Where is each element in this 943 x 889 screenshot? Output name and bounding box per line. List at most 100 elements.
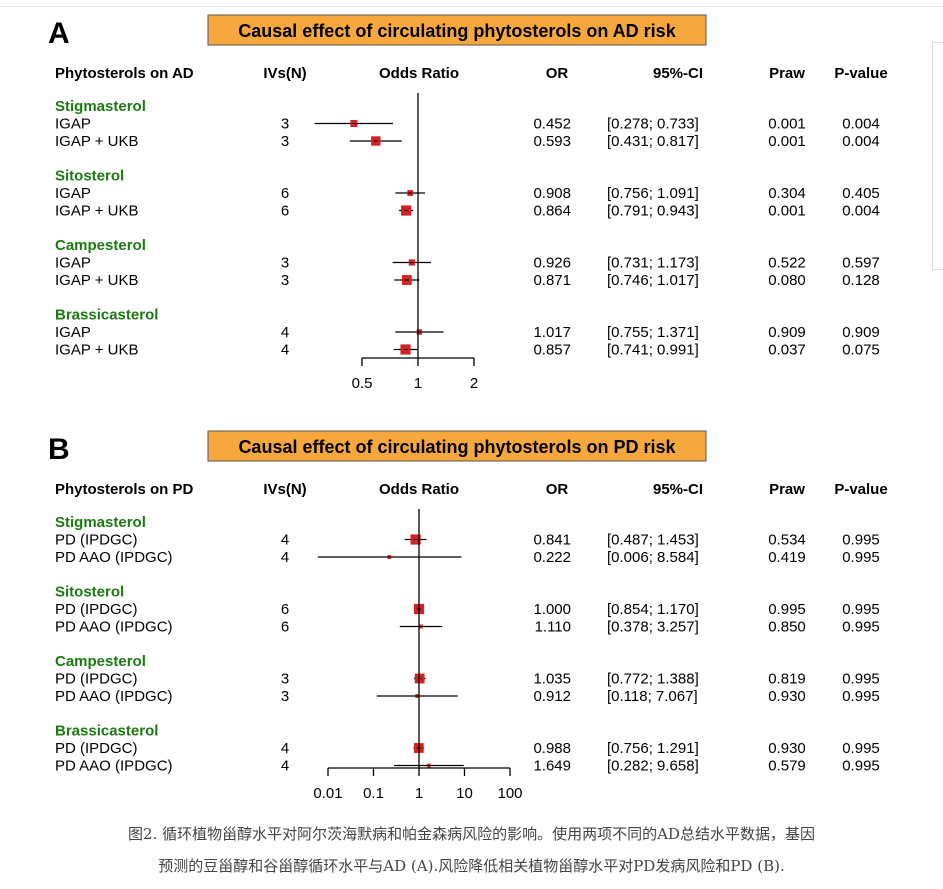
panel-a-row-label: IGAP (55, 185, 91, 202)
panel-a-row-ivs: 3 (281, 272, 289, 289)
panel-a-row-praw: 0.304 (768, 185, 806, 202)
panel-b-header-ivs: IVs(N) (263, 481, 306, 498)
panel-b-header-or: OR (546, 481, 569, 498)
panel-b-title: Causal effect of circulating phytosterol… (238, 437, 676, 457)
panel-b-group-label: Sitosterol (55, 584, 124, 601)
panel-a-header-odds-ratio: Odds Ratio (379, 65, 459, 82)
panel-b-title-box (207, 430, 707, 462)
panel-b-row-ci: [0.854; 1.170] (607, 601, 699, 618)
panel-a-row-ivs: 6 (281, 203, 289, 220)
panel-b-x-tick-label: 100 (497, 785, 522, 802)
panel-a-row-label: IGAP + UKB (55, 133, 139, 150)
panel-b-row-label: PD AAO (IPDGC) (55, 688, 173, 705)
panel-b-header-odds-ratio: Odds Ratio (379, 481, 459, 498)
panel-b-row-ci: [0.282; 9.658] (607, 758, 699, 775)
panel-b-row-p-value: 0.995 (842, 601, 880, 618)
panel-a-row-praw: 0.001 (768, 203, 806, 220)
panel-b-group-label: Campesterol (55, 653, 146, 670)
panel-a-row-label: IGAP (55, 255, 91, 272)
panel-a-row-praw: 0.001 (768, 133, 806, 150)
panel-b-header-exposure: Phytosterols on PD (55, 481, 194, 498)
panel-b-row-p-value: 0.995 (842, 549, 880, 566)
panel-a-row-label: IGAP + UKB (55, 272, 139, 289)
panel-a-row-p-value: 0.004 (842, 116, 880, 133)
panel-a-row-ivs: 3 (281, 255, 289, 272)
panel-a-row-ci: [0.791; 0.943] (607, 203, 699, 220)
panel-b-row-ivs: 4 (281, 740, 289, 757)
panel-a-title-box (207, 14, 707, 46)
panel-a-label: A (48, 17, 70, 50)
panel-b-row-ci: [0.772; 1.388] (607, 671, 699, 688)
panel-a-row-or: 0.452 (533, 116, 571, 133)
panel-a-row-ci: [0.431; 0.817] (607, 133, 699, 150)
panel-a-row-ivs: 4 (281, 342, 289, 359)
panel-a-group-label: Campesterol (55, 237, 146, 254)
panel-b-row-praw: 0.995 (768, 601, 806, 618)
panel-b-row-label: PD AAO (IPDGC) (55, 619, 173, 636)
panel-a-row-p-value: 0.128 (842, 272, 880, 289)
panel-b-row-praw: 0.579 (768, 758, 806, 775)
panel-a-row-label: IGAP (55, 324, 91, 341)
panel-a-row-praw: 0.001 (768, 116, 806, 133)
panel-b-row-or: 0.222 (533, 549, 571, 566)
panel-b-row-or: 0.912 (533, 688, 571, 705)
panel-a-row-praw: 0.909 (768, 324, 806, 341)
panel-a-row-p-value: 0.075 (842, 342, 880, 359)
panel-a-header-p-value: P-value (834, 65, 887, 82)
panel-a-row-label: IGAP + UKB (55, 203, 139, 220)
panel-b-row-ivs: 4 (281, 549, 289, 566)
panel-b-label: B (48, 433, 70, 466)
panel-a-x-tick-label: 2 (470, 375, 478, 392)
panel-b-row-p-value: 0.995 (842, 532, 880, 549)
panel-a-row-ivs: 3 (281, 116, 289, 133)
panel-b-row-ci: [0.118; 7.067] (607, 688, 698, 705)
panel-b-x-tick-label: 0.01 (313, 785, 342, 802)
panel-b-row-or: 1.649 (533, 758, 571, 775)
panel-b-group-label: Stigmasterol (55, 514, 146, 531)
panel-a-row-ivs: 3 (281, 133, 289, 150)
panel-b-row-label: PD (IPDGC) (55, 671, 138, 688)
panel-a-x-tick-label: 0.5 (352, 375, 373, 392)
panel-a-row-praw: 0.080 (768, 272, 806, 289)
panel-b-row-label: PD (IPDGC) (55, 601, 138, 618)
panel-b-row-ivs: 3 (281, 688, 289, 705)
panel-a-row-or: 0.593 (533, 133, 571, 150)
panel-a-row-label: IGAP + UKB (55, 342, 139, 359)
panel-a-row-p-value: 0.004 (842, 203, 880, 220)
panel-b-row-label: PD AAO (IPDGC) (55, 549, 173, 566)
panel-b-row-p-value: 0.995 (842, 671, 880, 688)
figure-caption-line-2: 预测的豆甾醇和谷甾醇循环水平与AD (A).风险降低相关植物甾醇水平对PD发病风… (158, 857, 785, 875)
panel-a-header-praw: Praw (769, 65, 805, 82)
panel-a-row-praw: 0.522 (768, 255, 806, 272)
panel-a-row-or: 0.871 (533, 272, 571, 289)
panel-b-row-ivs: 3 (281, 671, 289, 688)
panel-a-row-ivs: 6 (281, 185, 289, 202)
panel-a-row-or: 0.926 (533, 255, 571, 272)
panel-b-row-p-value: 0.995 (842, 619, 880, 636)
panel-b-row-praw: 0.850 (768, 619, 806, 636)
panel-a-header-or: OR (546, 65, 569, 82)
panel-a-row-ci: [0.755; 1.371] (607, 324, 699, 341)
panel-b-row-p-value: 0.995 (842, 758, 880, 775)
panel-b-row-praw: 0.419 (768, 549, 806, 566)
panel-a-row-p-value: 0.909 (842, 324, 880, 341)
forest-plot-figure: A Causal effect of circulating phytostero… (48, 14, 888, 802)
panel-a-row-praw: 0.037 (768, 342, 806, 359)
figure-caption-line-1: 图2. 循环植物甾醇水平对阿尔茨海默病和帕金森病风险的影响。使用两项不同的AD总… (128, 825, 815, 843)
panel-b-row-or: 1.035 (533, 671, 571, 688)
panel-b-row-label: PD AAO (IPDGC) (55, 758, 173, 775)
panel-b-row-label: PD (IPDGC) (55, 740, 138, 757)
panel-a-header-exposure: Phytosterols on AD (55, 65, 194, 82)
panel-b-x-tick-label: 10 (456, 785, 473, 802)
panel-a-header-ivs: IVs(N) (263, 65, 306, 82)
panel-b-row-ivs: 6 (281, 601, 289, 618)
panel-b-row-or: 0.988 (533, 740, 571, 757)
panel-b-row-praw: 0.534 (768, 532, 806, 549)
panel-a-row-ci: [0.746; 1.017] (607, 272, 699, 289)
panel-b-x-tick-label: 0.1 (363, 785, 384, 802)
panel-a-row-p-value: 0.004 (842, 133, 880, 150)
panel-a-group-label: Sitosterol (55, 168, 124, 185)
panel-b-row-ci: [0.006; 8.584] (607, 549, 699, 566)
panel-b-row-ivs: 4 (281, 532, 289, 549)
panel-a-group-label: Brassicasterol (55, 307, 158, 324)
